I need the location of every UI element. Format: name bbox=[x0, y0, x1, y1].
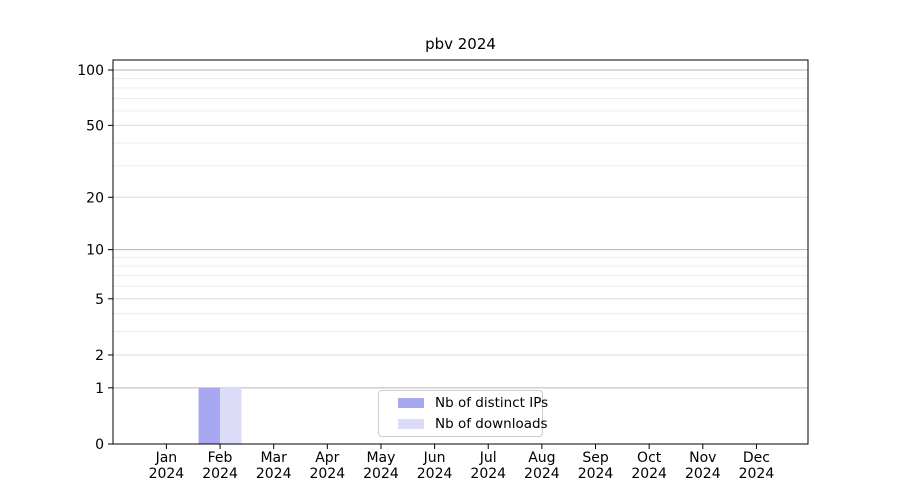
x-tick-label-year: 2024 bbox=[470, 466, 506, 482]
x-tick-label-month: Jan bbox=[155, 450, 178, 466]
x-tick-label-year: 2024 bbox=[256, 466, 292, 482]
x-tick-label-month: Feb bbox=[208, 450, 233, 466]
plot-frame bbox=[112, 59, 809, 445]
y-tick-label: 1 bbox=[95, 381, 104, 397]
y-tick-label: 50 bbox=[86, 118, 104, 134]
x-tick-label-month: Sep bbox=[582, 450, 609, 466]
x-tick-label-month: Nov bbox=[689, 450, 716, 466]
chart-title: pbv 2024 bbox=[425, 35, 496, 53]
x-tick-label-year: 2024 bbox=[685, 466, 721, 482]
bar-feb-series0 bbox=[198, 387, 221, 444]
x-tick-label-year: 2024 bbox=[739, 466, 775, 482]
legend-item-distinct-ips: Nb of distinct IPs bbox=[398, 395, 548, 411]
legend-label-downloads: Nb of downloads bbox=[435, 416, 548, 432]
y-tick-label: 2 bbox=[95, 348, 104, 364]
x-tick-label-month: Jun bbox=[423, 450, 446, 466]
x-tick-label-year: 2024 bbox=[524, 466, 560, 482]
x-tick-label-month: Jul bbox=[479, 450, 497, 466]
x-tick-label-year: 2024 bbox=[309, 466, 345, 482]
x-tick-label-month: Aug bbox=[528, 450, 555, 466]
x-tick-label-year: 2024 bbox=[578, 466, 614, 482]
x-tick-label-year: 2024 bbox=[363, 466, 399, 482]
y-tick-label: 10 bbox=[86, 243, 104, 259]
legend-label-distinct-ips: Nb of distinct IPs bbox=[435, 395, 549, 411]
x-tick-label-year: 2024 bbox=[149, 466, 185, 482]
x-tick-label-month: Oct bbox=[637, 450, 662, 466]
y-tick-label: 20 bbox=[86, 190, 104, 206]
y-tick-label: 0 bbox=[95, 437, 104, 453]
y-tick-label: 5 bbox=[95, 292, 104, 308]
y-gridlines-decade bbox=[113, 69, 808, 389]
legend-swatch-distinct-ips bbox=[398, 398, 424, 408]
x-tick-label-month: Apr bbox=[315, 450, 339, 466]
x-tick-label-year: 2024 bbox=[417, 466, 453, 482]
x-axis: Jan2024Feb2024Mar2024Apr2024May2024Jun20… bbox=[149, 444, 775, 482]
legend: Nb of distinct IPs Nb of downloads bbox=[378, 390, 548, 437]
legend-swatch-downloads bbox=[398, 419, 424, 429]
bar-feb-series1 bbox=[220, 387, 242, 444]
y-gridlines-minor bbox=[113, 77, 808, 333]
x-tick-label-month: Dec bbox=[743, 450, 770, 466]
x-tick-label-year: 2024 bbox=[202, 466, 238, 482]
x-tick-label-month: Mar bbox=[260, 450, 287, 466]
y-gridlines-labeled bbox=[113, 124, 808, 356]
legend-item-downloads: Nb of downloads bbox=[398, 416, 548, 432]
y-axis: 0 1 2 5 10 20 50 100 bbox=[77, 63, 113, 453]
y-tick-label: 100 bbox=[77, 63, 104, 79]
bars bbox=[198, 387, 242, 444]
x-tick-label-month: May bbox=[366, 450, 395, 466]
x-tick-label-year: 2024 bbox=[631, 466, 667, 482]
